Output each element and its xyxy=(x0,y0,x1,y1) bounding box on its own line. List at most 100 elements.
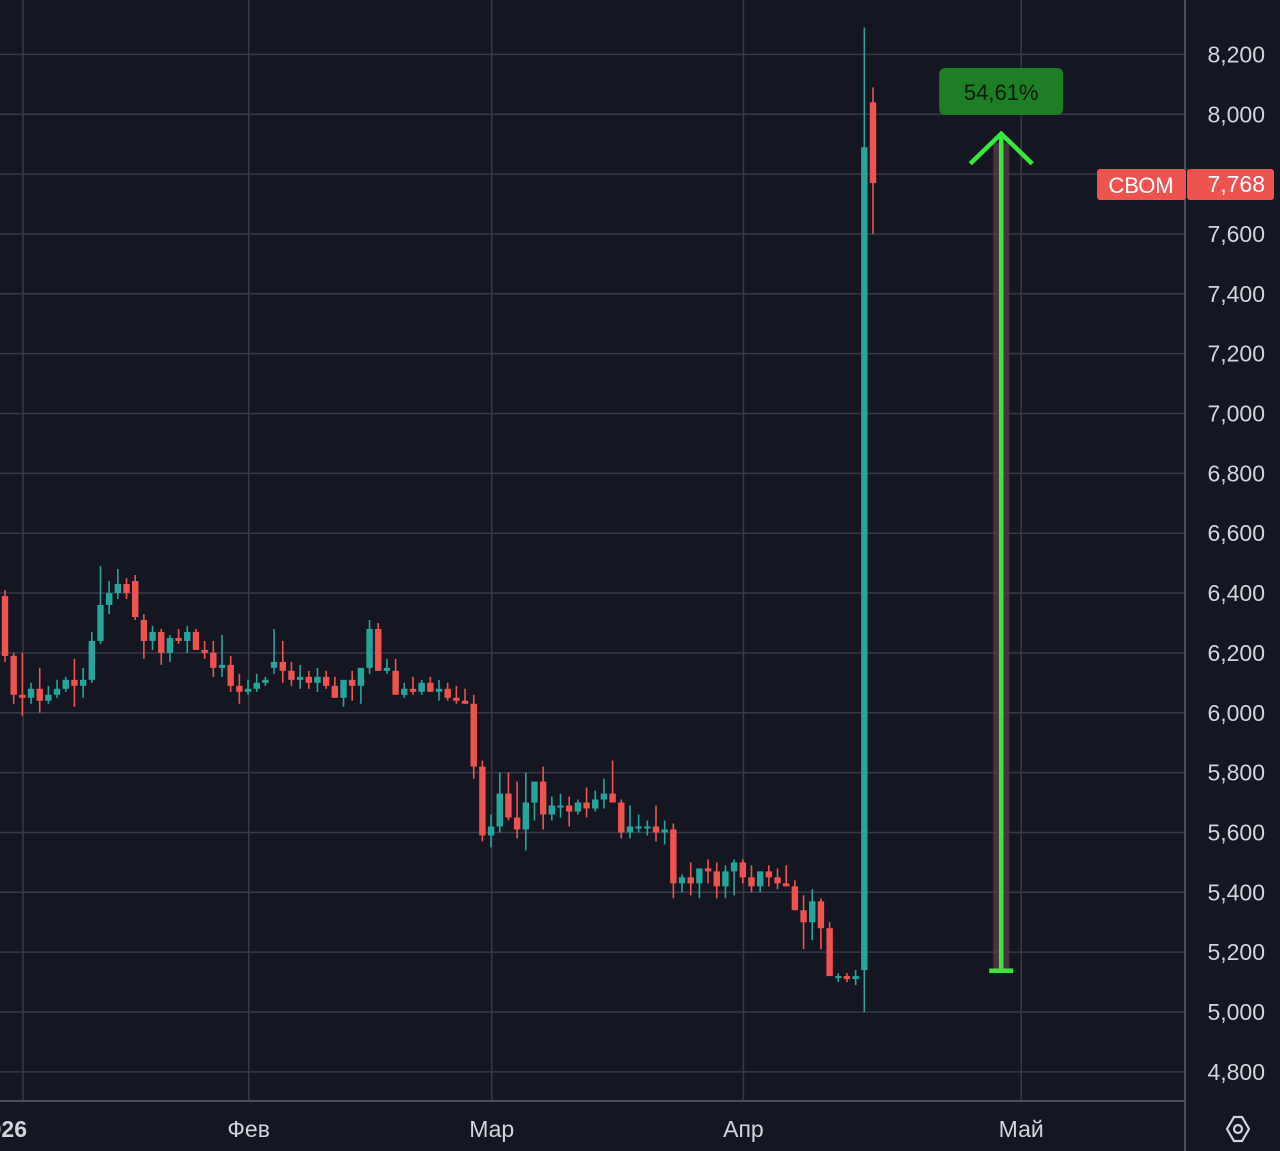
candle xyxy=(149,625,156,650)
candle-body xyxy=(305,676,312,683)
candle-body xyxy=(62,679,69,689)
candle-body xyxy=(453,697,460,701)
candle-body xyxy=(36,688,43,701)
candle xyxy=(296,664,304,689)
candle xyxy=(783,865,790,887)
candle-body xyxy=(392,670,399,695)
candle xyxy=(305,670,312,689)
candle-body xyxy=(687,877,694,884)
candle-body xyxy=(1,596,9,656)
candle-body xyxy=(349,679,356,686)
candle-body xyxy=(557,805,564,808)
last-price-label: СВОМ 7,768 xyxy=(1097,169,1274,200)
candle-body xyxy=(479,766,486,836)
candle xyxy=(218,634,226,677)
candle xyxy=(392,658,399,695)
candle xyxy=(53,679,61,698)
candle-body xyxy=(739,862,746,878)
candle xyxy=(696,868,703,899)
candle xyxy=(114,569,122,600)
time-tick-label: 2026 xyxy=(0,1116,27,1142)
price-axis[interactable]: 4,800 5,000 5,200 5,400 5,600 5,800 6,000 6,200… xyxy=(1207,41,1265,1084)
candle xyxy=(791,880,799,911)
candle-body xyxy=(600,793,608,800)
candle xyxy=(331,676,339,698)
candle-body xyxy=(809,901,816,923)
candle-body xyxy=(262,679,269,683)
gear-icon-center xyxy=(1232,1123,1244,1135)
ticker-badge xyxy=(1097,169,1186,200)
price-tick-label: 6,400 xyxy=(1207,580,1265,606)
measure-tool[interactable]: 54,61% xyxy=(939,68,1064,973)
candle xyxy=(427,676,434,692)
candle xyxy=(36,667,43,713)
candle-body xyxy=(296,676,304,680)
candle xyxy=(748,865,755,893)
chart-settings-button[interactable] xyxy=(1225,1115,1251,1143)
candle-body xyxy=(210,652,217,668)
candle xyxy=(496,772,503,833)
candle-body xyxy=(357,667,365,686)
candle-body xyxy=(270,661,278,668)
candle-body xyxy=(322,676,330,686)
candle-body xyxy=(140,619,148,641)
candle-body xyxy=(635,826,642,829)
candle xyxy=(253,673,260,692)
candle xyxy=(184,625,191,653)
candle-body xyxy=(644,826,651,829)
candle-body xyxy=(409,688,417,692)
candle-body xyxy=(852,976,859,980)
price-tick-label: 5,800 xyxy=(1207,760,1265,786)
candle-body xyxy=(548,805,556,815)
candle-body xyxy=(175,637,182,641)
price-tick-label: 4,800 xyxy=(1207,1059,1265,1085)
candle xyxy=(262,676,269,686)
candle-body xyxy=(496,793,503,827)
candle-body xyxy=(88,640,95,680)
candle-body xyxy=(201,649,208,653)
candle xyxy=(843,973,851,983)
candle xyxy=(557,793,564,818)
price-tick-label: 5,000 xyxy=(1207,999,1265,1025)
candle-body xyxy=(105,593,113,606)
price-tick-label: 8,000 xyxy=(1207,101,1265,127)
candle xyxy=(635,814,642,833)
candle-body xyxy=(513,817,521,830)
candle xyxy=(375,622,382,671)
candle-body xyxy=(418,682,425,692)
candle-body xyxy=(288,670,295,680)
candle-body xyxy=(531,781,538,803)
candle-body xyxy=(696,868,703,884)
candle-body xyxy=(670,829,677,884)
candle xyxy=(774,868,781,890)
candle-body xyxy=(713,871,720,887)
candle xyxy=(505,772,512,821)
candle xyxy=(722,865,729,899)
candle-body xyxy=(652,826,660,833)
candle-body xyxy=(748,877,755,887)
candle xyxy=(626,805,634,839)
candle xyxy=(852,970,859,986)
candle xyxy=(609,760,616,803)
candle xyxy=(322,670,330,689)
candle-body xyxy=(427,682,434,692)
candle xyxy=(97,566,104,644)
candle xyxy=(869,87,877,234)
candle-body xyxy=(826,928,833,977)
candle-body xyxy=(678,877,686,884)
price-tick-label: 5,200 xyxy=(1207,939,1265,965)
candle-body xyxy=(592,799,599,809)
candle xyxy=(201,640,208,659)
candle xyxy=(730,859,738,896)
candle-body xyxy=(470,703,477,767)
candle xyxy=(470,694,477,779)
candle-body xyxy=(45,694,52,701)
candle-body xyxy=(279,661,286,671)
candle xyxy=(210,640,217,677)
time-axis[interactable]: 2026 Фев Мар Апр Май xyxy=(0,1116,1044,1142)
candle xyxy=(817,898,825,950)
time-tick-label: Фев xyxy=(227,1116,270,1142)
candle xyxy=(800,895,807,950)
candle-body xyxy=(132,581,139,617)
